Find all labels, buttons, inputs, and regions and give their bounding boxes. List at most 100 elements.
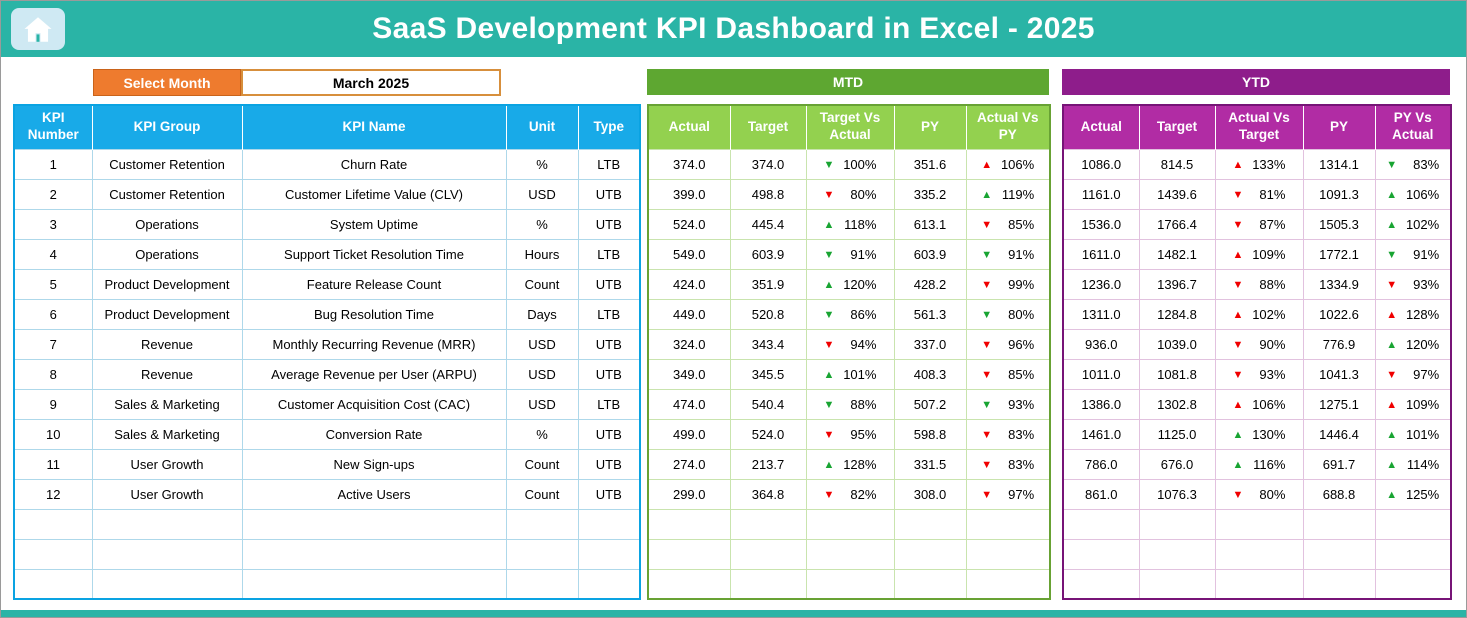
kpi-row: 9 Sales & Marketing Customer Acquisition C…: [13, 388, 641, 420]
percent-value: 109%: [1252, 246, 1286, 262]
empty-row: [13, 568, 641, 600]
up-triangle-icon: ▲: [1386, 428, 1398, 441]
col-header-kpi-name: KPI Name: [242, 105, 507, 149]
mtd-actual-cell: 324.0: [647, 328, 731, 360]
down-triangle-icon: ▼: [1386, 158, 1398, 171]
unit-cell: USD: [505, 388, 579, 420]
ytd-actual-vs-target-cell: ▲ 102%: [1214, 298, 1304, 330]
mtd-py-cell: 335.2: [893, 178, 967, 210]
percent-value: 85%: [1008, 366, 1035, 382]
percent-value: 102%: [1252, 306, 1286, 322]
type-cell: UTB: [577, 448, 641, 480]
kpi-group-cell: Revenue: [91, 328, 243, 360]
mtd-target-vs-actual-cell: ▼ 91%: [805, 238, 895, 270]
percent-value: 91%: [1413, 246, 1440, 262]
down-triangle-icon: ▼: [1232, 218, 1244, 231]
mtd-py-cell: 561.3: [893, 298, 967, 330]
up-triangle-icon: ▲: [1386, 308, 1398, 321]
ytd-py-cell: 688.8: [1302, 478, 1376, 510]
ytd-py-cell: 691.7: [1302, 448, 1376, 480]
percent-value: 128%: [843, 456, 877, 472]
mtd-target-cell: 374.0: [729, 148, 807, 180]
ytd-actual-vs-target-cell: ▲ 109%: [1214, 238, 1304, 270]
down-triangle-icon: ▼: [981, 308, 993, 321]
kpi-number-cell: 10: [13, 418, 93, 450]
ytd-col-header-actual: Actual: [1063, 105, 1140, 149]
empty-cell: [647, 508, 731, 540]
percent-value: 97%: [1413, 366, 1440, 382]
ytd-row: 1161.0 1439.6 ▼ 81% 1091.3 ▲ 106%: [1062, 178, 1452, 210]
mtd-actual-cell: 299.0: [647, 478, 731, 510]
bottom-strip: [1, 610, 1466, 617]
ytd-py-vs-actual-cell: ▲ 128%: [1374, 298, 1452, 330]
percent-value: 88%: [1259, 276, 1286, 292]
down-triangle-icon: ▼: [1386, 248, 1398, 261]
up-triangle-icon: ▲: [823, 368, 835, 381]
ytd-actual-cell: 1311.0: [1062, 298, 1140, 330]
kpi-name-cell: Active Users: [241, 478, 507, 510]
ytd-py-vs-actual-cell: ▼ 91%: [1374, 238, 1452, 270]
percent-value: 80%: [1008, 306, 1035, 322]
kpi-row: 2 Customer Retention Customer Lifetime Val…: [13, 178, 641, 210]
down-triangle-icon: ▼: [1232, 488, 1244, 501]
empty-cell: [647, 538, 731, 570]
ytd-row: 1086.0 814.5 ▲ 133% 1314.1 ▼ 83%: [1062, 148, 1452, 180]
kpi-row: 11 User Growth New Sign-ups Count UTB: [13, 448, 641, 480]
ytd-py-vs-actual-cell: ▲ 106%: [1374, 178, 1452, 210]
down-triangle-icon: ▼: [981, 338, 993, 351]
empty-cell: [1138, 568, 1216, 600]
type-cell: LTB: [577, 148, 641, 180]
mtd-actual-vs-py-cell: ▼ 83%: [965, 448, 1051, 480]
empty-cell: [805, 538, 895, 570]
empty-cell: [1062, 538, 1140, 570]
empty-cell: [1374, 538, 1452, 570]
percent-value: 130%: [1252, 426, 1286, 442]
ytd-actual-cell: 1161.0: [1062, 178, 1140, 210]
up-triangle-icon: ▲: [823, 278, 835, 291]
ytd-target-cell: 676.0: [1138, 448, 1216, 480]
mtd-table: Actual Target Target Vs Actual PY Actual…: [647, 104, 1051, 600]
empty-cell: [805, 568, 895, 600]
empty-cell: [965, 508, 1051, 540]
empty-cell: [729, 508, 807, 540]
ytd-actual-cell: 1236.0: [1062, 268, 1140, 300]
type-cell: UTB: [577, 328, 641, 360]
kpi-number-cell: 8: [13, 358, 93, 390]
mtd-target-cell: 213.7: [729, 448, 807, 480]
percent-value: 87%: [1259, 216, 1286, 232]
mtd-row: 424.0 351.9 ▲ 120% 428.2 ▼ 99%: [647, 268, 1051, 300]
home-button[interactable]: [11, 8, 65, 50]
kpi-number-cell: 3: [13, 208, 93, 240]
type-cell: UTB: [577, 208, 641, 240]
percent-value: 94%: [850, 336, 877, 352]
unit-cell: %: [505, 148, 579, 180]
mtd-py-cell: 598.8: [893, 418, 967, 450]
mtd-actual-vs-py-cell: ▼ 83%: [965, 418, 1051, 450]
down-triangle-icon: ▼: [823, 158, 835, 171]
ytd-py-cell: 1275.1: [1302, 388, 1376, 420]
unit-cell: USD: [505, 178, 579, 210]
percent-value: 85%: [1008, 216, 1035, 232]
mtd-target-cell: 364.8: [729, 478, 807, 510]
ytd-py-cell: 1334.9: [1302, 268, 1376, 300]
mtd-py-cell: 351.6: [893, 148, 967, 180]
kpi-name-cell: Churn Rate: [241, 148, 507, 180]
kpi-group-cell: Customer Retention: [91, 178, 243, 210]
down-triangle-icon: ▼: [981, 458, 993, 471]
down-triangle-icon: ▼: [981, 248, 993, 261]
percent-value: 95%: [850, 426, 877, 442]
empty-cell: [91, 538, 243, 570]
mtd-py-cell: 408.3: [893, 358, 967, 390]
ytd-actual-cell: 786.0: [1062, 448, 1140, 480]
kpi-row: 5 Product Development Feature Release Coun…: [13, 268, 641, 300]
up-triangle-icon: ▲: [1386, 398, 1398, 411]
month-selector[interactable]: March 2025: [241, 69, 501, 96]
up-triangle-icon: ▲: [981, 158, 993, 171]
ytd-actual-cell: 861.0: [1062, 478, 1140, 510]
mtd-target-vs-actual-cell: ▼ 94%: [805, 328, 895, 360]
empty-cell: [577, 538, 641, 570]
ytd-target-cell: 1284.8: [1138, 298, 1216, 330]
mtd-table-header-row: Actual Target Target Vs Actual PY Actual…: [648, 105, 1050, 149]
percent-value: 91%: [1008, 246, 1035, 262]
ytd-row: 861.0 1076.3 ▼ 80% 688.8 ▲ 125%: [1062, 478, 1452, 510]
